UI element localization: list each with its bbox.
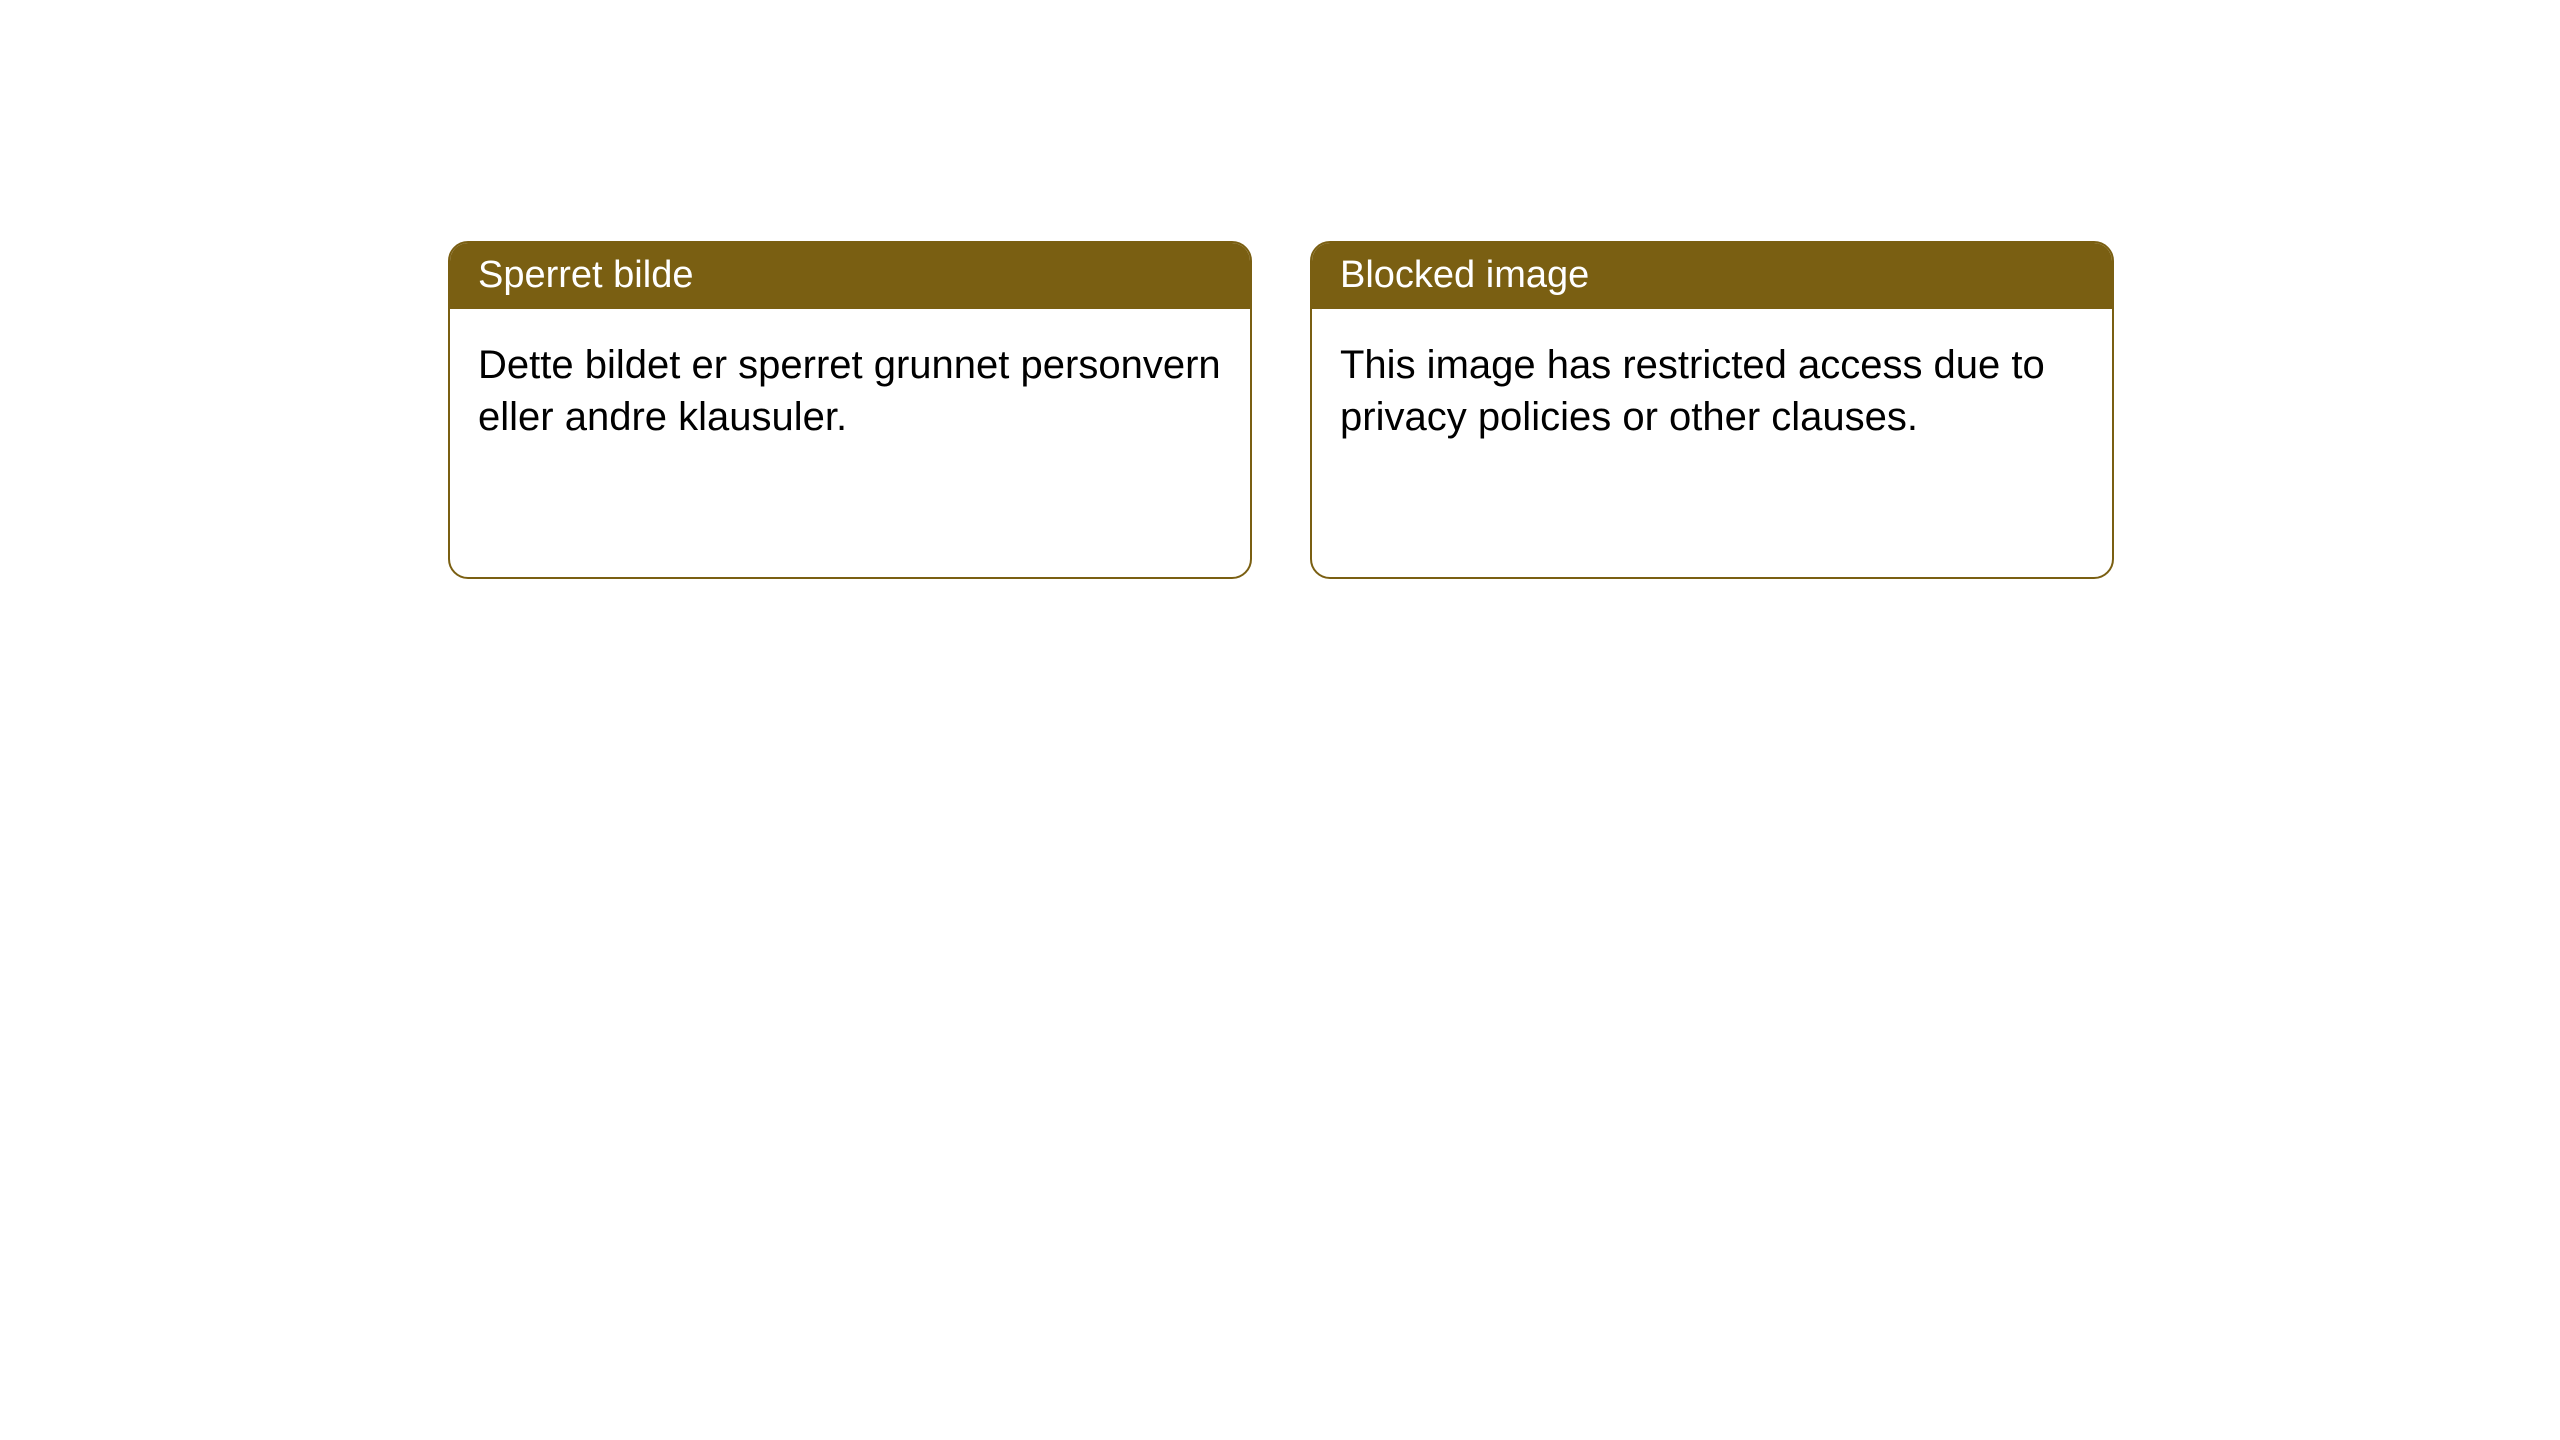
notice-title: Blocked image xyxy=(1340,254,1589,296)
notice-body-text: Dette bildet er sperret grunnet personve… xyxy=(478,343,1221,439)
notice-body: This image has restricted access due to … xyxy=(1312,309,2112,473)
notice-header: Blocked image xyxy=(1312,243,2112,309)
notice-card-english: Blocked image This image has restricted … xyxy=(1310,241,2114,579)
notice-card-norwegian: Sperret bilde Dette bildet er sperret gr… xyxy=(448,241,1252,579)
notice-body: Dette bildet er sperret grunnet personve… xyxy=(450,309,1250,473)
notices-container: Sperret bilde Dette bildet er sperret gr… xyxy=(448,241,2114,579)
notice-title: Sperret bilde xyxy=(478,254,693,296)
notice-body-text: This image has restricted access due to … xyxy=(1340,343,2045,439)
notice-header: Sperret bilde xyxy=(450,243,1250,309)
